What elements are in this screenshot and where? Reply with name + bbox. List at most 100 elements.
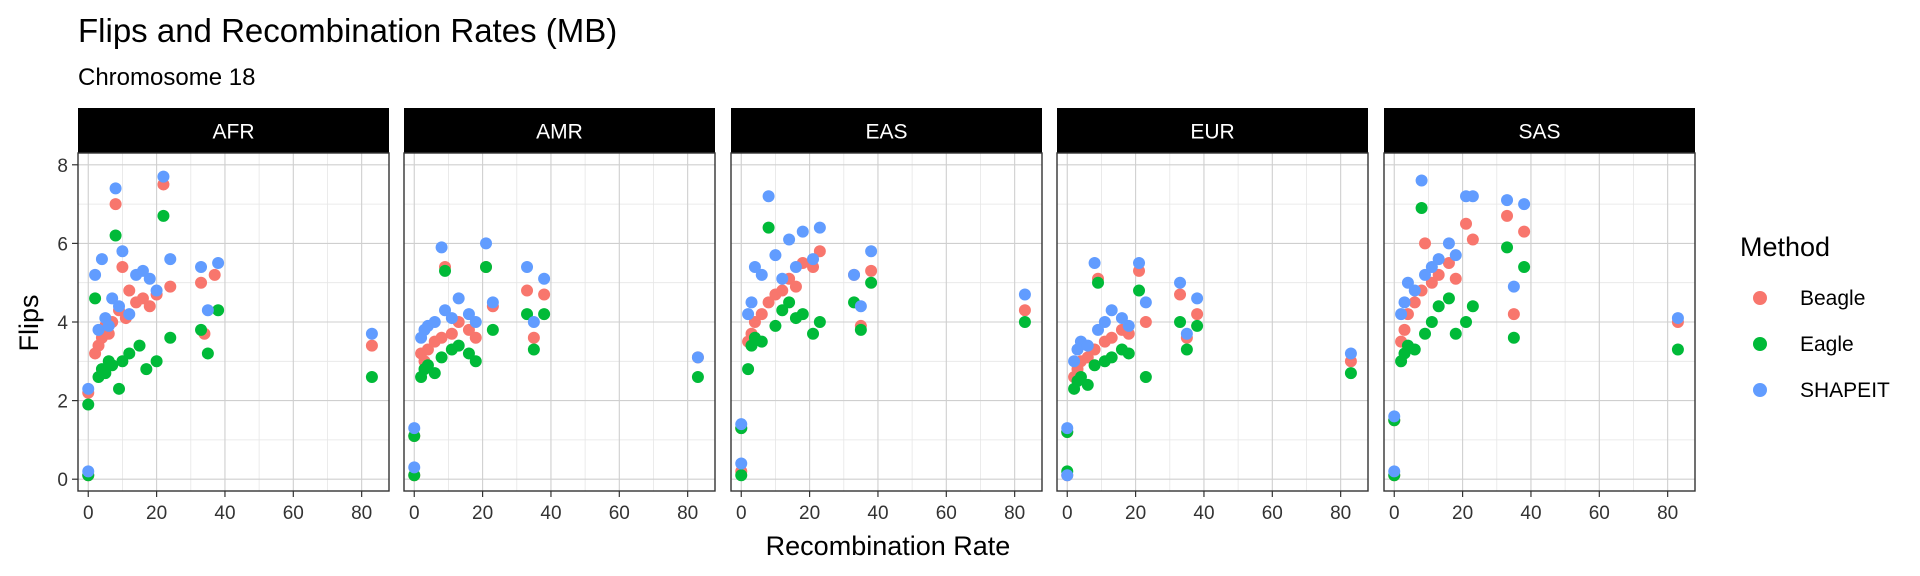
point-eagle (82, 398, 95, 411)
point-eagle (140, 363, 153, 376)
point-shapeit (164, 253, 177, 266)
x-tick-label: 60 (1262, 503, 1283, 524)
point-shapeit (1061, 422, 1074, 435)
point-shapeit (486, 296, 499, 309)
point-shapeit (1507, 280, 1520, 293)
point-eagle (439, 264, 452, 277)
point-eagle (1180, 343, 1193, 356)
point-shapeit (1133, 257, 1146, 270)
point-eagle (1139, 371, 1152, 384)
point-shapeit (735, 418, 748, 431)
point-beagle (164, 280, 177, 293)
point-shapeit (89, 268, 102, 281)
legend: Method Beagle Eagle SHAPEIT (1740, 232, 1890, 402)
point-beagle (1419, 237, 1432, 250)
point-eagle (796, 308, 809, 321)
point-shapeit (439, 304, 452, 317)
x-axis-label: Recombination Rate (766, 531, 1011, 561)
point-shapeit (527, 316, 540, 328)
point-shapeit (848, 268, 861, 281)
point-eagle (1105, 351, 1118, 364)
point-eagle (201, 347, 214, 360)
x-tick-label: 20 (472, 503, 493, 524)
point-eagle (123, 347, 136, 360)
point-shapeit (735, 457, 748, 470)
point-beagle (116, 260, 129, 273)
point-eagle (428, 367, 441, 380)
point-eagle (1466, 300, 1479, 313)
point-eagle (435, 351, 448, 364)
point-beagle (1507, 308, 1520, 321)
point-beagle (776, 284, 789, 297)
facet-panel-eur: EUR 0 20 40 60 80 (1056, 108, 1369, 524)
point-beagle (1466, 233, 1479, 246)
point-eagle (1432, 300, 1445, 313)
point-shapeit (1442, 237, 1455, 250)
point-beagle (462, 323, 475, 336)
point-shapeit (95, 253, 108, 266)
point-shapeit (365, 327, 378, 340)
point-shapeit (1501, 194, 1514, 207)
point-shapeit (748, 260, 761, 273)
point-shapeit (157, 170, 170, 183)
y-tick-label: 8 (57, 156, 68, 177)
point-eagle (1191, 319, 1204, 332)
facet-panel-sas: SAS 0 20 40 60 80 (1383, 108, 1696, 524)
point-beagle (123, 284, 136, 297)
legend-key-eagle (1753, 337, 1767, 351)
x-tick-label: 80 (677, 503, 698, 524)
facet-panel-afr: AFR 0 20 40 60 80 0 2 4 6 8 (57, 108, 390, 524)
panel-border (730, 152, 1043, 492)
point-eagle (783, 296, 796, 309)
point-shapeit (452, 292, 465, 305)
point-shapeit (143, 272, 156, 285)
point-shapeit (691, 351, 704, 364)
point-eagle (1415, 202, 1428, 215)
point-eagle (691, 371, 704, 384)
point-eagle (1088, 359, 1101, 372)
point-beagle (1501, 209, 1514, 222)
point-beagle (143, 300, 156, 313)
point-eagle (486, 323, 499, 336)
point-shapeit (1081, 339, 1094, 352)
point-shapeit (462, 308, 475, 321)
x-tick-label: 80 (351, 503, 372, 524)
point-beagle (789, 280, 802, 293)
point-beagle (1139, 316, 1152, 328)
point-shapeit (1061, 469, 1074, 482)
point-eagle (735, 469, 748, 482)
panel-border (1383, 152, 1696, 492)
point-beagle (527, 331, 540, 344)
point-eagle (1074, 371, 1087, 384)
point-shapeit (762, 190, 775, 203)
point-beagle (1191, 308, 1204, 321)
point-beagle (1398, 323, 1411, 336)
y-axis-label: Flips (14, 294, 44, 351)
point-eagle (1081, 378, 1094, 391)
x-tick-label: 60 (609, 503, 630, 524)
point-beagle (1425, 276, 1438, 289)
point-shapeit (538, 272, 551, 285)
point-eagle (109, 229, 122, 242)
point-shapeit (1425, 260, 1438, 273)
point-shapeit (1068, 355, 1081, 368)
point-beagle (136, 292, 149, 305)
point-shapeit (1139, 296, 1152, 309)
point-shapeit (92, 323, 105, 336)
point-shapeit (123, 308, 136, 321)
x-tick-label: 0 (1389, 503, 1400, 524)
point-shapeit (755, 268, 768, 281)
x-tick-label: 80 (1657, 503, 1678, 524)
y-tick-label: 0 (57, 470, 68, 491)
point-beagle (1518, 225, 1531, 238)
point-shapeit (82, 465, 95, 478)
point-shapeit (1088, 257, 1101, 270)
legend-label-eagle: Eagle (1800, 333, 1854, 356)
point-shapeit (769, 249, 782, 262)
point-eagle (157, 209, 170, 222)
point-beagle (195, 276, 208, 289)
x-tick-label: 40 (214, 503, 235, 524)
point-eagle (1344, 367, 1357, 380)
point-shapeit (201, 304, 214, 317)
point-eagle (106, 359, 119, 372)
